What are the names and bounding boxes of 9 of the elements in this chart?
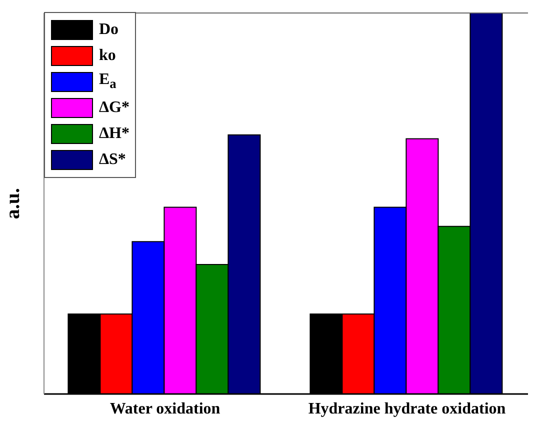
legend-label: ΔS* — [99, 151, 126, 169]
x-tick-label: Water oxidation — [110, 400, 220, 418]
y-axis-title: a.u. — [2, 188, 24, 220]
legend-label: E$_{a}$ — [99, 71, 116, 93]
legend-label: ΔH* — [99, 125, 130, 143]
x-tick-label: Hydrazine hydrate oxidation — [308, 400, 506, 418]
legend-label: Do — [99, 21, 119, 39]
legend-label: ko — [99, 47, 116, 65]
legend-label: ΔG* — [99, 99, 130, 117]
